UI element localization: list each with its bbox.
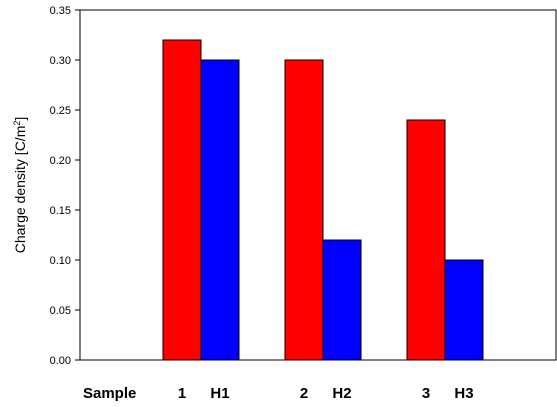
bar-1 — [162, 39, 202, 361]
bar-3 — [406, 119, 446, 361]
bar-2 — [284, 59, 324, 361]
y-axis-label-superscript: 2 — [12, 121, 22, 126]
x-axis-prefix-label: Sample — [83, 385, 136, 402]
y-axis-label: Charge density [C/m2] — [12, 117, 28, 254]
category-label-3: 3 — [422, 385, 430, 402]
bar-series — [162, 39, 484, 361]
y-axis: 0.00 0.05 0.10 0.15 0.20 0.25 0.30 0.35 — [50, 5, 80, 367]
category-label-h1: H1 — [210, 385, 229, 402]
y-tick-label: 0.10 — [50, 255, 71, 267]
y-tick-label: 0.00 — [50, 355, 71, 367]
y-tick-label: 0.15 — [50, 205, 71, 217]
category-label-2: 2 — [300, 385, 308, 402]
y-tick-label: 0.05 — [50, 305, 71, 317]
y-tick-label: 0.30 — [50, 55, 71, 67]
y-tick-label: 0.25 — [50, 105, 71, 117]
y-tick-label: 0.20 — [50, 155, 71, 167]
y-axis-label-close: ] — [12, 117, 28, 121]
bar-h2 — [322, 239, 362, 361]
category-label-1: 1 — [178, 385, 186, 402]
category-label-h3: H3 — [454, 385, 473, 402]
y-tick-label: 0.35 — [50, 5, 71, 17]
y-axis-label-text: Charge density [C/m — [12, 126, 28, 254]
category-label-h2: H2 — [332, 385, 351, 402]
x-axis-labels: Sample 1 H1 2 H2 3 H3 — [83, 385, 474, 402]
bar-h1 — [200, 59, 240, 361]
bar-h3 — [444, 259, 484, 361]
